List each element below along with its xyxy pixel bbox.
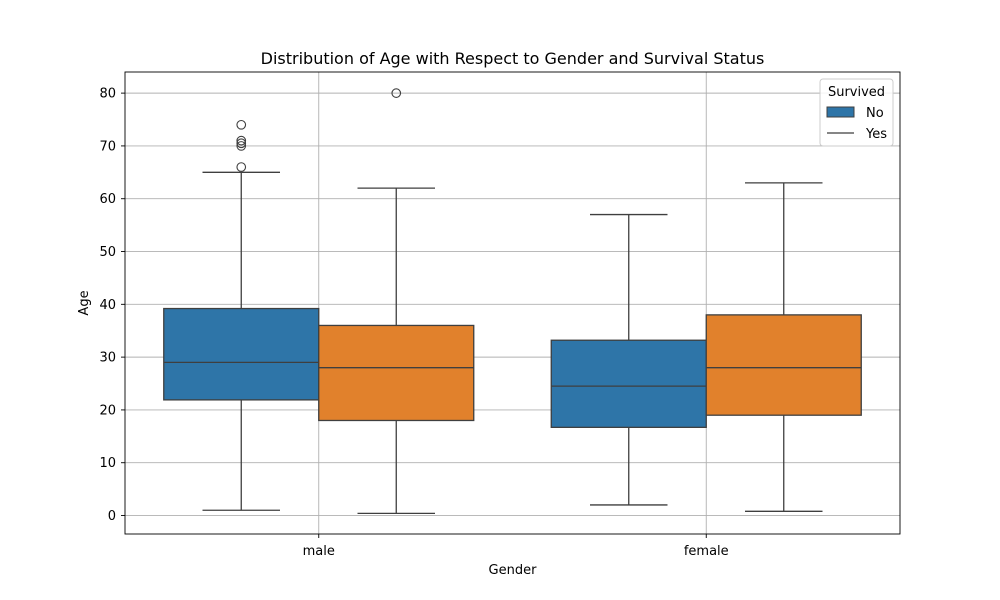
chart-title: Distribution of Age with Respect to Gend… [261, 49, 765, 68]
y-tick-label: 40 [99, 298, 116, 313]
box-no-male [163, 119, 320, 511]
y-tick-label: 50 [99, 245, 116, 260]
outlier-point [236, 119, 247, 130]
outlier-point [236, 135, 247, 146]
y-axis-label: Age [77, 290, 92, 315]
iqr-box [163, 307, 320, 401]
axes: 0 10 20 30 40 50 60 70 80 male female [99, 87, 728, 559]
y-tick-label: 20 [99, 403, 116, 418]
y-tick-label: 0 [108, 509, 116, 524]
y-tick-label: 10 [99, 456, 116, 471]
iqr-box [705, 314, 862, 416]
legend-title: Survived [828, 85, 885, 100]
y-tick-label: 30 [99, 351, 116, 366]
outlier-point [236, 162, 247, 172]
box-yes-female [705, 182, 862, 512]
legend-items: No Yes [826, 106, 887, 142]
y-tick-label: 70 [99, 139, 116, 154]
iqr-box [550, 339, 707, 428]
box-no-female [550, 213, 707, 506]
legend-box [819, 78, 894, 147]
x-tick-label: male [303, 544, 335, 559]
y-tick-label: 60 [99, 192, 116, 207]
box-yes-male [318, 88, 475, 515]
legend: Survived No Yes [819, 78, 894, 147]
y-tick-label: 80 [99, 87, 116, 102]
x-axis-label: Gender [489, 563, 538, 578]
plot-frame [124, 71, 901, 535]
outlier-point [236, 138, 247, 149]
legend-label-yes: Yes [865, 127, 887, 142]
legend-label-no: No [866, 106, 884, 121]
outlier-point [391, 88, 402, 98]
x-tick-label: female [684, 544, 729, 559]
iqr-box [318, 324, 475, 422]
legend-swatch-no [826, 106, 855, 118]
boxes [163, 88, 862, 515]
outlier-point [236, 141, 247, 151]
